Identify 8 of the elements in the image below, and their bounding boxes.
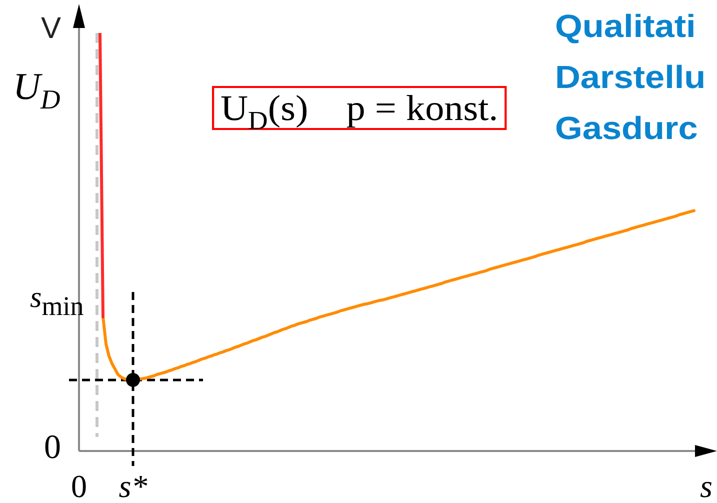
x-tick-label: s* — [118, 468, 148, 503]
x-axis-title: s — [700, 468, 712, 503]
y-axis-title: U$_{D}$ — [13, 66, 60, 115]
annotation: s$_{min}$ — [30, 281, 84, 322]
text: 0 — [44, 429, 61, 466]
text: V — [41, 12, 62, 45]
text: Qualitati Darstellu Gasdurc — [555, 7, 706, 148]
annotation: U$_{D}$(s) p = konst. — [219, 87, 500, 136]
